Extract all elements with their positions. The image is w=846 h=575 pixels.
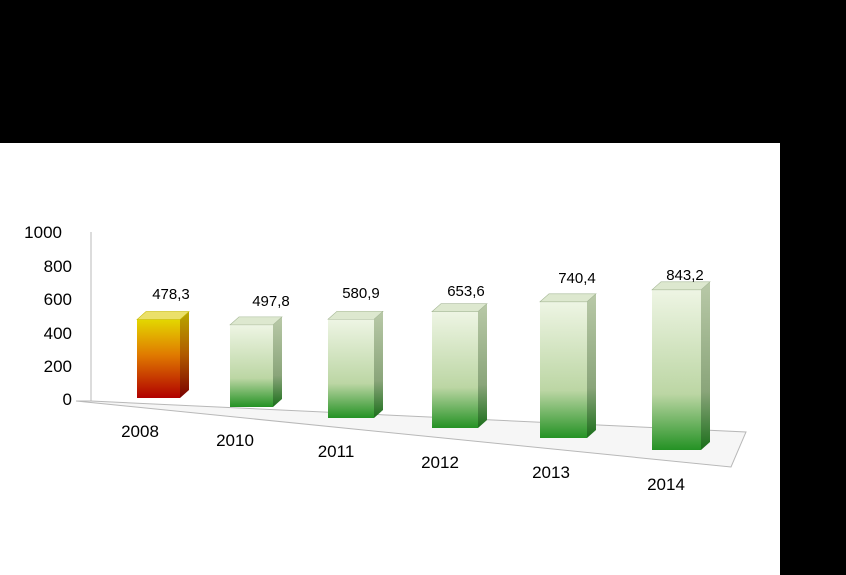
- bar-2014: [652, 289, 701, 450]
- data-label: 478,3: [152, 286, 190, 303]
- x-category-label: 2011: [318, 442, 355, 461]
- x-category-label: 2014: [647, 475, 685, 494]
- bar-side-2008: [180, 311, 189, 398]
- chart-floor: [75, 400, 747, 468]
- bar-top-2010: [229, 316, 283, 326]
- data-label: 580,9: [342, 285, 380, 302]
- y-tick-label: 600: [44, 290, 72, 309]
- x-category-label: 2013: [532, 463, 570, 482]
- x-category-label: 2010: [216, 431, 254, 450]
- bar-2008: [137, 319, 180, 398]
- bar-top-2013: [539, 293, 597, 303]
- bar-2011: [328, 319, 374, 418]
- y-tick-label: 1000: [24, 223, 62, 242]
- x-axis-categories: 2008 2010 2011 2012 2013 2014: [121, 422, 685, 494]
- bar-side-2011: [374, 311, 383, 418]
- bar-side-2014: [701, 281, 710, 450]
- data-labels: 478,3 497,8 580,9 653,6 740,4 843,2: [152, 267, 704, 310]
- data-label: 843,2: [666, 267, 704, 284]
- bar-side-2012: [478, 303, 487, 428]
- bar-top-2014: [651, 281, 711, 291]
- bar-top-2012: [431, 303, 488, 312]
- y-tick-label: 200: [44, 357, 72, 376]
- bar-2012: [432, 311, 478, 428]
- bar-side-2013: [587, 293, 596, 438]
- data-label: 740,4: [558, 270, 596, 287]
- bar-top-2011: [327, 310, 384, 320]
- y-tick-label: 800: [44, 257, 72, 276]
- data-label: 497,8: [252, 293, 290, 310]
- y-tick-label: 400: [44, 324, 72, 343]
- bar-2013: [540, 301, 587, 438]
- data-label: 653,6: [447, 283, 485, 300]
- y-axis-ticks: 0 200 400 600 800 1000: [24, 223, 72, 409]
- bar-top-2008: [136, 311, 190, 320]
- x-category-label: 2008: [121, 422, 159, 441]
- y-tick-label: 0: [63, 390, 72, 409]
- bar-side-2010: [273, 316, 282, 407]
- bars-group: [136, 281, 711, 450]
- bar-2010: [230, 324, 273, 407]
- x-category-label: 2012: [421, 453, 459, 472]
- chart-panel: [0, 143, 780, 575]
